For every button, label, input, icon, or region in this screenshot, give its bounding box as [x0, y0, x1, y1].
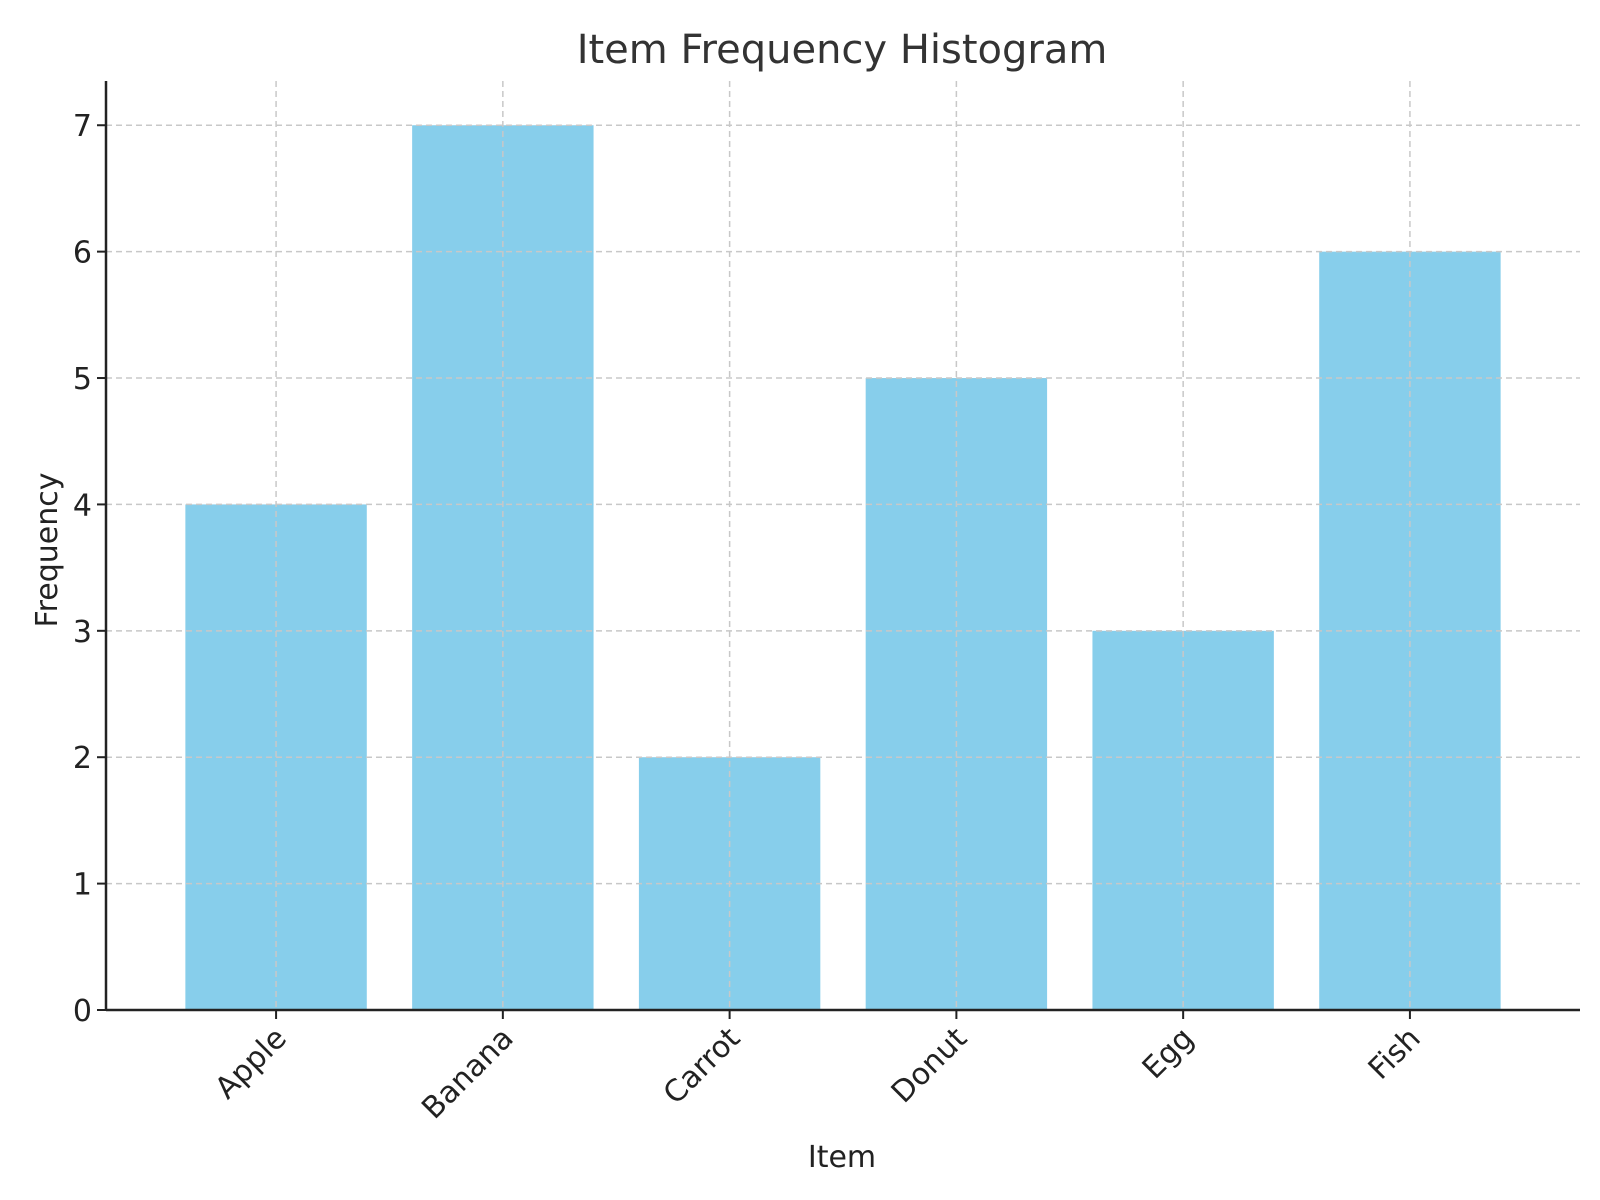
y-tick-label: 2: [73, 741, 92, 776]
x-tick-label-fish: Fish: [1362, 1021, 1428, 1087]
y-tick-label: 7: [73, 109, 92, 144]
x-axis-label: Item: [808, 1140, 876, 1175]
y-tick-label: 6: [73, 236, 92, 271]
x-tick-label-donut: Donut: [885, 1021, 974, 1110]
x-tick-label-carrot: Carrot: [657, 1021, 748, 1112]
x-tick-label-apple: Apple: [209, 1021, 294, 1106]
y-axis: 0 1 2 3 4 5 6 7: [73, 81, 108, 1029]
chart-title: Item Frequency Histogram: [577, 27, 1108, 73]
bar-banana: [412, 125, 594, 1010]
bars: [185, 125, 1501, 1010]
y-tick-label: 4: [73, 488, 92, 523]
y-axis-label: Frequency: [30, 473, 65, 628]
y-tick-label: 3: [73, 615, 92, 650]
x-tick-label-banana: Banana: [415, 1021, 520, 1126]
x-axis: Apple Banana Carrot Donut Egg Fish: [106, 1008, 1580, 1126]
grid: [106, 81, 1580, 1010]
y-tick-label: 1: [73, 868, 92, 903]
y-tick-label: 0: [73, 994, 92, 1029]
y-tick-label: 5: [73, 362, 92, 397]
x-tick-label-egg: Egg: [1136, 1021, 1201, 1086]
